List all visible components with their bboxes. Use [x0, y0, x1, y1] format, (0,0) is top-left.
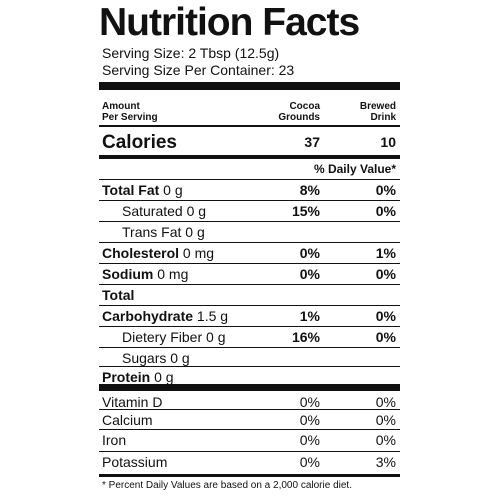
protein-row: Protein 0 g: [99, 367, 400, 388]
sodium-brewed-value: 0%: [375, 266, 396, 282]
calcium-row: Calcium 0% 0%: [99, 410, 400, 431]
vitamin-d-brewed-value: 0%: [375, 394, 396, 410]
cholesterol-row: Cholesterol 0 mg 0% 1%: [99, 243, 400, 264]
total-fat-label: Total Fat 0 g: [102, 182, 183, 198]
protein-label: Protein 0 g: [102, 369, 174, 385]
total-fat-cocoa-value: 8%: [299, 182, 320, 198]
calcium-label: Calcium: [102, 412, 153, 428]
saturated-fat-brewed-value: 0%: [375, 203, 396, 219]
saturated-fat-label: Saturated 0 g: [122, 203, 207, 219]
saturated-fat-cocoa-value: 15%: [291, 203, 320, 219]
row-divider: [99, 366, 400, 367]
trans-fat-label: Trans Fat 0 g: [122, 224, 205, 240]
calcium-brewed-value: 0%: [375, 412, 396, 428]
iron-cocoa-value: 0%: [299, 432, 320, 448]
row-divider: [99, 305, 400, 306]
row-divider: [99, 284, 400, 285]
total-label: Total: [102, 287, 135, 303]
iron-row: Iron 0% 0%: [99, 430, 400, 451]
total-row: Total: [99, 285, 400, 306]
nutrition-facts-panel: Nutrition Facts Serving Size: 2 Tbsp (12…: [99, 0, 400, 500]
dietary-fiber-label: Dietery Fiber 0 g: [122, 329, 226, 345]
daily-value-header: % Daily Value*: [313, 162, 396, 176]
footer-rule: [99, 474, 400, 477]
total-fat-row: Total Fat 0 g 8% 0%: [99, 180, 400, 201]
calcium-cocoa-value: 0%: [299, 412, 320, 428]
vitamin-d-row: Vitamin D 0% 0%: [99, 392, 400, 413]
cholesterol-label: Cholesterol 0 mg: [102, 245, 215, 261]
row-divider: [99, 179, 400, 180]
vitamin-rule: [99, 384, 400, 391]
potassium-row: Potassium 0% 3%: [99, 452, 400, 473]
carbohydrate-brewed-value: 0%: [375, 308, 396, 324]
daily-value-header-row: % Daily Value*: [99, 159, 400, 180]
thick-rule: [99, 82, 400, 90]
dietary-fiber-brewed-value: 0%: [375, 329, 396, 345]
row-divider: [99, 451, 400, 452]
sugars-label: Sugars 0 g: [122, 350, 190, 366]
calories-cocoa-value: 37: [304, 134, 320, 150]
dietary-fiber-cocoa-value: 16%: [291, 329, 320, 345]
brewed-drink-header: Brewed Drink: [359, 101, 396, 123]
calories-row: Calories 37 10: [99, 129, 400, 155]
cholesterol-cocoa-value: 0%: [299, 245, 320, 261]
footnote: * Percent Daily Values are based on a 2,…: [102, 480, 352, 491]
saturated-fat-row: Saturated 0 g 15% 0%: [99, 201, 400, 222]
potassium-brewed-value: 3%: [375, 454, 396, 470]
carbohydrate-label: Carbohydrate 1.5 g: [102, 308, 229, 324]
sodium-cocoa-value: 0%: [299, 266, 320, 282]
trans-fat-row: Trans Fat 0 g: [99, 222, 400, 243]
dietary-fiber-row: Dietery Fiber 0 g 16% 0%: [99, 327, 400, 348]
carbohydrate-row: Carbohydrate 1.5 g 1% 0%: [99, 306, 400, 327]
calories-brewed-value: 10: [380, 134, 396, 150]
row-divider: [99, 326, 400, 327]
row-divider: [99, 263, 400, 264]
cocoa-grounds-header: Cocoa Grounds: [278, 101, 320, 123]
sodium-row: Sodium 0 mg 0% 0%: [99, 264, 400, 285]
potassium-cocoa-value: 0%: [299, 454, 320, 470]
row-divider: [99, 347, 400, 348]
sugars-row: Sugars 0 g: [99, 348, 400, 369]
calories-rule: [99, 155, 400, 159]
serving-size: Serving Size: 2 Tbsp (12.5g): [102, 45, 280, 61]
amount-per-serving-header: Amount Per Serving: [102, 101, 158, 123]
row-divider: [99, 242, 400, 243]
row-divider: [99, 429, 400, 430]
total-fat-brewed-value: 0%: [375, 182, 396, 198]
potassium-label: Potassium: [102, 454, 168, 470]
row-divider: [99, 221, 400, 222]
servings-per-container: Serving Size Per Container: 23: [102, 62, 295, 78]
iron-brewed-value: 0%: [375, 432, 396, 448]
vitamin-d-cocoa-value: 0%: [299, 394, 320, 410]
iron-label: Iron: [102, 432, 127, 448]
row-divider: [99, 409, 400, 410]
vitamin-d-label: Vitamin D: [102, 394, 163, 410]
calories-label: Calories: [102, 132, 177, 153]
carbohydrate-cocoa-value: 1%: [299, 308, 320, 324]
label-title: Nutrition Facts: [99, 1, 360, 44]
sodium-label: Sodium 0 mg: [102, 266, 189, 282]
row-divider: [99, 200, 400, 201]
header-rule: [99, 125, 400, 127]
cholesterol-brewed-value: 1%: [375, 245, 396, 261]
